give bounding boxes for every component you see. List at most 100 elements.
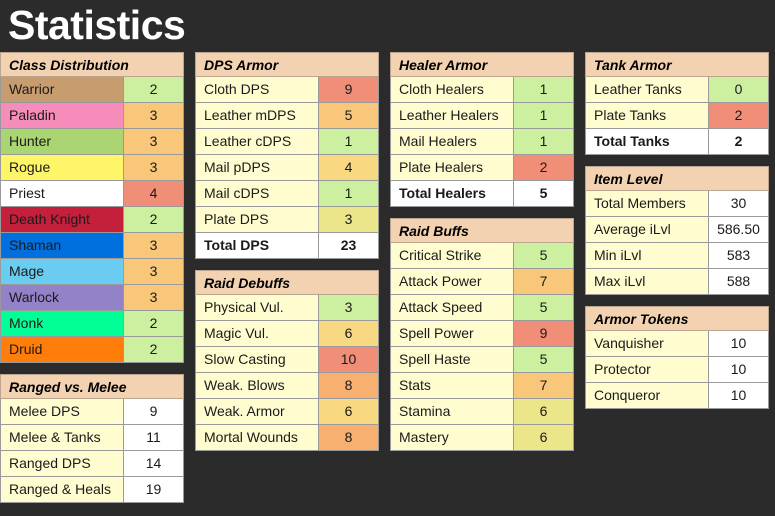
table-row: Total Healers 5 bbox=[390, 181, 574, 207]
table-row: Total Members 30 bbox=[585, 191, 769, 217]
table-row: Spell Power 9 bbox=[390, 321, 574, 347]
table-row: Paladin 3 bbox=[0, 103, 184, 129]
row-value: 6 bbox=[514, 425, 574, 451]
row-label: Melee & Tanks bbox=[0, 425, 124, 451]
table-row: Total Tanks 2 bbox=[585, 129, 769, 155]
table-row: Total DPS 23 bbox=[195, 233, 379, 259]
row-label: Protector bbox=[585, 357, 709, 383]
table-row: Slow Casting 10 bbox=[195, 347, 379, 373]
table-row: Max iLvl 588 bbox=[585, 269, 769, 295]
table-row: Cloth Healers 1 bbox=[390, 77, 574, 103]
item-level-panel: Item Level Total Members 30 Average iLvl 586… bbox=[585, 166, 769, 295]
row-value: 3 bbox=[319, 295, 379, 321]
table-row: Leather cDPS 1 bbox=[195, 129, 379, 155]
row-value: 3 bbox=[124, 103, 184, 129]
row-value: 1 bbox=[319, 129, 379, 155]
table-row: Average iLvl 586.50 bbox=[585, 217, 769, 243]
table-row: Death Knight 2 bbox=[0, 207, 184, 233]
row-value: 5 bbox=[514, 181, 574, 207]
row-label: Conqueror bbox=[585, 383, 709, 409]
row-value: 10 bbox=[319, 347, 379, 373]
table-row: Min iLvl 583 bbox=[585, 243, 769, 269]
row-value: 10 bbox=[709, 331, 769, 357]
row-value: 5 bbox=[514, 243, 574, 269]
table-row: Rogue 3 bbox=[0, 155, 184, 181]
row-value: 9 bbox=[514, 321, 574, 347]
armor-tokens-panel: Armor Tokens Vanquisher 10 Protector 10 Conqu… bbox=[585, 306, 769, 409]
row-label: Rogue bbox=[0, 155, 124, 181]
table-row: Conqueror 10 bbox=[585, 383, 769, 409]
raid-buffs-panel: Raid Buffs Critical Strike 5 Attack Power 7 A… bbox=[390, 218, 574, 451]
ranged-vs-melee-header: Ranged vs. Melee bbox=[0, 374, 184, 399]
table-row: Mail Healers 1 bbox=[390, 129, 574, 155]
row-label: Vanquisher bbox=[585, 331, 709, 357]
row-value: 4 bbox=[124, 181, 184, 207]
table-row: Cloth DPS 9 bbox=[195, 77, 379, 103]
table-row: Weak. Armor 6 bbox=[195, 399, 379, 425]
row-value: 10 bbox=[709, 357, 769, 383]
armor-tokens-header: Armor Tokens bbox=[585, 306, 769, 331]
row-value: 8 bbox=[319, 373, 379, 399]
table-row: Warrior 2 bbox=[0, 77, 184, 103]
table-row: Stamina 6 bbox=[390, 399, 574, 425]
table-row: Mage 3 bbox=[0, 259, 184, 285]
row-value: 583 bbox=[709, 243, 769, 269]
row-value: 2 bbox=[124, 337, 184, 363]
row-value: 2 bbox=[709, 103, 769, 129]
healer-armor-panel: Healer Armor Cloth Healers 1 Leather Healer… bbox=[390, 52, 574, 207]
class-distribution-panel: Class Distribution Warrior 2 Paladin 3 Hunter… bbox=[0, 52, 184, 363]
table-row: Monk 2 bbox=[0, 311, 184, 337]
row-label: Max iLvl bbox=[585, 269, 709, 295]
table-row: Druid 2 bbox=[0, 337, 184, 363]
table-row: Physical Vul. 3 bbox=[195, 295, 379, 321]
table-row: Hunter 3 bbox=[0, 129, 184, 155]
row-value: 9 bbox=[124, 399, 184, 425]
page-title: Statistics bbox=[8, 2, 186, 48]
row-label: Paladin bbox=[0, 103, 124, 129]
table-row: Plate DPS 3 bbox=[195, 207, 379, 233]
table-row: Plate Tanks 2 bbox=[585, 103, 769, 129]
table-row: Melee & Tanks 11 bbox=[0, 425, 184, 451]
row-label: Warlock bbox=[0, 285, 124, 311]
row-label: Critical Strike bbox=[390, 243, 514, 269]
table-row: Attack Speed 5 bbox=[390, 295, 574, 321]
table-row: Mail pDPS 4 bbox=[195, 155, 379, 181]
row-label: Spell Haste bbox=[390, 347, 514, 373]
item-level-header: Item Level bbox=[585, 166, 769, 191]
row-label: Druid bbox=[0, 337, 124, 363]
raid-debuffs-header: Raid Debuffs bbox=[195, 270, 379, 295]
row-value: 2 bbox=[709, 129, 769, 155]
table-row: Attack Power 7 bbox=[390, 269, 574, 295]
row-value: 588 bbox=[709, 269, 769, 295]
table-row: Vanquisher 10 bbox=[585, 331, 769, 357]
table-row: Leather Tanks 0 bbox=[585, 77, 769, 103]
tank-armor-header: Tank Armor bbox=[585, 52, 769, 77]
row-value: 2 bbox=[124, 77, 184, 103]
table-row: Weak. Blows 8 bbox=[195, 373, 379, 399]
row-label: Total Tanks bbox=[585, 129, 709, 155]
row-value: 2 bbox=[124, 311, 184, 337]
table-row: Mortal Wounds 8 bbox=[195, 425, 379, 451]
row-label: Plate DPS bbox=[195, 207, 319, 233]
row-value: 5 bbox=[319, 103, 379, 129]
row-value: 6 bbox=[514, 399, 574, 425]
row-label: Slow Casting bbox=[195, 347, 319, 373]
row-label: Average iLvl bbox=[585, 217, 709, 243]
row-label: Stats bbox=[390, 373, 514, 399]
dps-armor-panel: DPS Armor Cloth DPS 9 Leather mDPS 5 Leather … bbox=[195, 52, 379, 259]
row-label: Total Healers bbox=[390, 181, 514, 207]
row-value: 3 bbox=[124, 285, 184, 311]
table-row: Shaman 3 bbox=[0, 233, 184, 259]
row-value: 1 bbox=[319, 181, 379, 207]
row-value: 586.50 bbox=[709, 217, 769, 243]
row-label: Warrior bbox=[0, 77, 124, 103]
dps-armor-header: DPS Armor bbox=[195, 52, 379, 77]
row-label: Min iLvl bbox=[585, 243, 709, 269]
row-value: 4 bbox=[319, 155, 379, 181]
row-value: 30 bbox=[709, 191, 769, 217]
row-label: Monk bbox=[0, 311, 124, 337]
row-value: 6 bbox=[319, 321, 379, 347]
row-label: Melee DPS bbox=[0, 399, 124, 425]
table-row: Warlock 3 bbox=[0, 285, 184, 311]
row-label: Spell Power bbox=[390, 321, 514, 347]
